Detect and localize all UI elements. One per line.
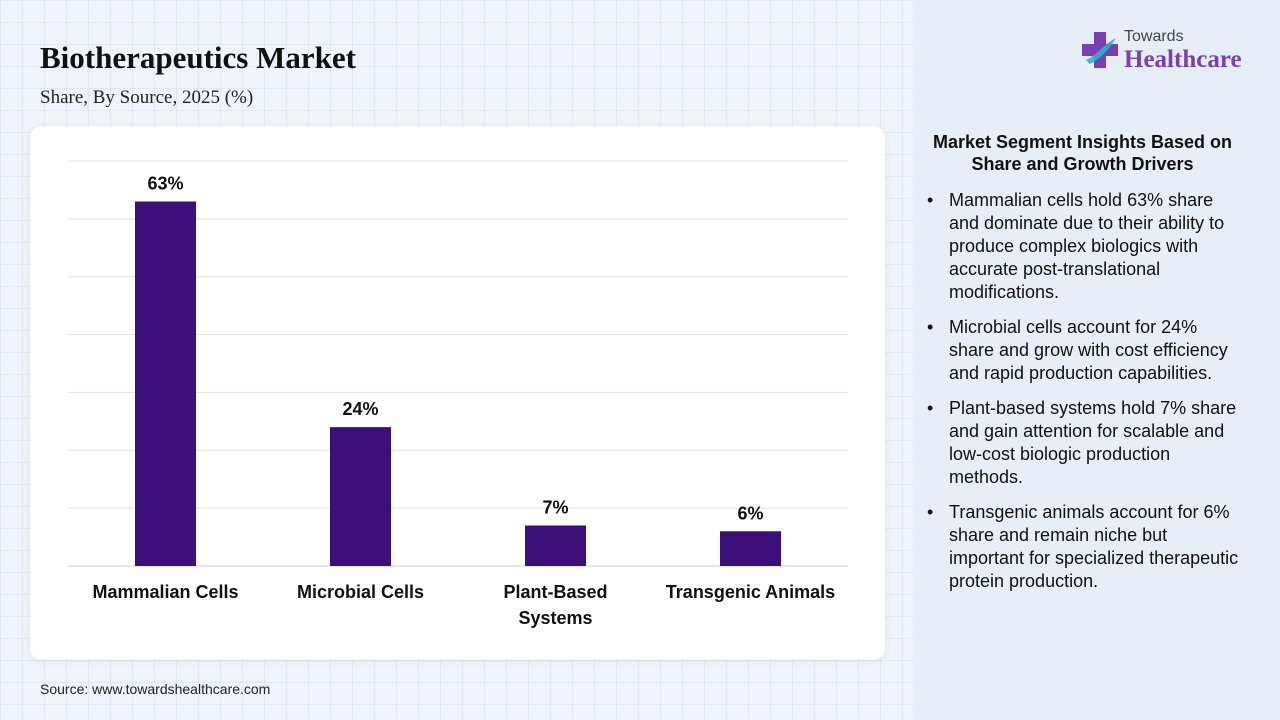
bar xyxy=(330,427,391,566)
data-label: 63% xyxy=(147,174,183,194)
source-note: Source: www.towardshealthcare.com xyxy=(40,681,271,697)
insight-text: Plant-based systems hold 7% share and ga… xyxy=(949,398,1237,487)
page-title: Biotherapeutics Market xyxy=(40,40,356,75)
brand-logo: Towards Healthcare xyxy=(1080,28,1260,78)
page-subtitle: Share, By Source, 2025 (%) xyxy=(40,87,254,108)
insight-text: Microbial cells account for 24% share an… xyxy=(949,317,1228,383)
bullet-mark: • xyxy=(927,317,934,337)
logo-small-text: Towards xyxy=(1124,28,1184,45)
logo-big-text: Healthcare xyxy=(1124,46,1242,73)
insight-item: • Mammalian cells hold 63% share and dom… xyxy=(927,189,1247,304)
insight-item: • Plant-based systems hold 7% share and … xyxy=(927,397,1247,489)
insight-text: Transgenic animals account for 6% share … xyxy=(949,502,1239,591)
insights-panel xyxy=(913,0,1280,720)
bullet-mark: • xyxy=(927,502,934,522)
health-cross-icon xyxy=(1082,32,1118,68)
data-label: 24% xyxy=(342,399,378,419)
data-label: 6% xyxy=(737,503,763,523)
insight-item: • Transgenic animals account for 6% shar… xyxy=(927,501,1247,593)
category-label: Plant-Based Systems xyxy=(503,582,607,628)
category-label: Mammalian Cells xyxy=(92,582,238,602)
category-label: Transgenic Animals xyxy=(666,582,835,602)
bullet-mark: • xyxy=(927,190,934,210)
insight-item: • Microbial cells account for 24% share … xyxy=(927,316,1247,385)
bar xyxy=(525,525,586,566)
data-label: 7% xyxy=(542,498,568,518)
insights-title: Market Segment Insights Based on Share a… xyxy=(932,132,1233,174)
bar xyxy=(720,531,781,566)
bar-chart: 63% Mammalian Cells 24% Microbial Cells 7% Pl… xyxy=(68,160,848,628)
insights-list: • Mammalian cells hold 63% share and dom… xyxy=(927,189,1247,605)
bar xyxy=(135,201,196,566)
chart-card: 63% Mammalian Cells 24% Microbial Cells 7% Pl… xyxy=(30,126,885,660)
insight-text: Mammalian cells hold 63% share and domin… xyxy=(949,190,1225,302)
category-label: Microbial Cells xyxy=(297,582,424,602)
bullet-mark: • xyxy=(927,398,934,418)
main-area: Biotherapeutics Market Share, By Source,… xyxy=(30,40,885,697)
